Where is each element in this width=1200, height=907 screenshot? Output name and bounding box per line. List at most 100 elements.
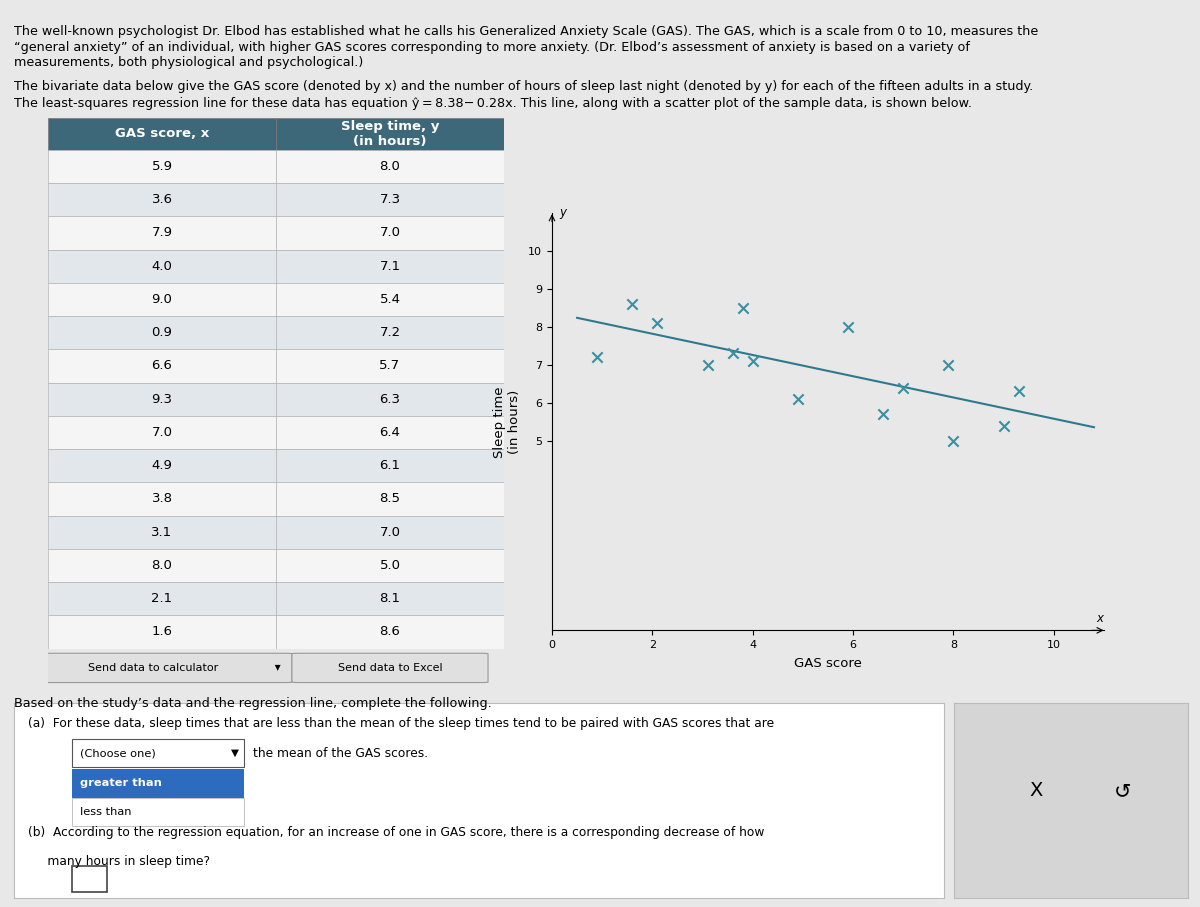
Bar — [276, 349, 504, 383]
Text: x: x — [1097, 611, 1104, 625]
Text: 8.0: 8.0 — [379, 160, 401, 173]
Bar — [276, 582, 504, 615]
Bar — [48, 249, 276, 283]
Text: 8.0: 8.0 — [151, 559, 173, 572]
Point — [733, 301, 752, 316]
Text: 7.3: 7.3 — [379, 193, 401, 206]
Text: 7.1: 7.1 — [379, 259, 401, 273]
Text: 4.0: 4.0 — [151, 259, 173, 273]
Point — [994, 418, 1013, 433]
Text: The bivariate data below give the GAS score (denoted by x) and the number of hou: The bivariate data below give the GAS sc… — [14, 80, 1033, 93]
Bar — [72, 739, 244, 767]
Text: less than: less than — [79, 806, 131, 816]
Text: 6.6: 6.6 — [151, 359, 173, 373]
Bar — [276, 150, 504, 183]
Text: 7.0: 7.0 — [151, 426, 173, 439]
Text: The least-squares regression line for these data has equation ŷ = 8.38− 0.28x. T: The least-squares regression line for th… — [14, 97, 972, 110]
Bar — [276, 549, 504, 582]
Text: 3.6: 3.6 — [151, 193, 173, 206]
Text: Based on the study’s data and the regression line, complete the following.: Based on the study’s data and the regres… — [14, 697, 492, 709]
Text: ▼: ▼ — [232, 748, 240, 758]
Point — [944, 434, 964, 448]
Text: Send data to calculator: Send data to calculator — [88, 662, 218, 673]
Bar — [276, 383, 504, 415]
FancyBboxPatch shape — [41, 653, 292, 683]
Bar — [48, 449, 276, 483]
Bar — [48, 316, 276, 349]
Bar — [72, 797, 244, 825]
Text: 0.9: 0.9 — [151, 327, 173, 339]
Bar — [48, 483, 276, 515]
Bar — [48, 615, 276, 649]
Text: 8.1: 8.1 — [379, 592, 401, 605]
Text: the mean of the GAS scores.: the mean of the GAS scores. — [253, 746, 428, 760]
Point — [588, 350, 607, 365]
Text: 7.9: 7.9 — [151, 227, 173, 239]
Point — [1009, 385, 1028, 399]
Bar — [276, 515, 504, 549]
Bar — [276, 283, 504, 316]
Point — [743, 354, 762, 368]
Text: y: y — [559, 206, 566, 219]
Point — [698, 357, 718, 372]
Bar — [276, 249, 504, 283]
Bar — [48, 582, 276, 615]
Bar — [48, 183, 276, 217]
Text: GAS score, x: GAS score, x — [115, 127, 209, 141]
Bar — [48, 383, 276, 415]
Point — [623, 297, 642, 311]
Text: 5.4: 5.4 — [379, 293, 401, 306]
Bar — [276, 415, 504, 449]
Bar — [276, 183, 504, 217]
Bar — [48, 515, 276, 549]
Text: 5.9: 5.9 — [151, 160, 173, 173]
X-axis label: GAS score: GAS score — [794, 657, 862, 670]
Text: 3.1: 3.1 — [151, 526, 173, 539]
Text: 5.0: 5.0 — [379, 559, 401, 572]
Y-axis label: Sleep time
(in hours): Sleep time (in hours) — [493, 386, 521, 457]
Bar — [276, 316, 504, 349]
Text: X: X — [1030, 781, 1043, 800]
Bar — [48, 415, 276, 449]
Text: “general anxiety” of an individual, with higher GAS scores corresponding to more: “general anxiety” of an individual, with… — [14, 41, 971, 54]
Text: 9.3: 9.3 — [151, 393, 173, 405]
Bar — [276, 449, 504, 483]
Point — [839, 319, 858, 334]
Point — [788, 392, 808, 406]
Text: greater than: greater than — [79, 778, 161, 788]
Text: 5.7: 5.7 — [379, 359, 401, 373]
Text: 6.3: 6.3 — [379, 393, 401, 405]
Text: The well-known psychologist Dr. Elbod has established what he calls his Generali: The well-known psychologist Dr. Elbod ha… — [14, 25, 1039, 38]
Bar — [48, 349, 276, 383]
Text: 8.6: 8.6 — [379, 626, 401, 639]
Text: many hours in sleep time?: many hours in sleep time? — [29, 855, 210, 868]
Text: (Choose one): (Choose one) — [79, 748, 155, 758]
Text: 3.8: 3.8 — [151, 493, 173, 505]
Bar — [276, 118, 504, 150]
Bar — [48, 217, 276, 249]
Text: ▾: ▾ — [271, 661, 281, 674]
FancyBboxPatch shape — [292, 653, 488, 683]
Text: Send data to Excel: Send data to Excel — [337, 662, 443, 673]
Bar — [72, 866, 108, 892]
Text: (a)  For these data, sleep times that are less than the mean of the sleep times : (a) For these data, sleep times that are… — [29, 717, 774, 729]
Text: Sleep time, y
(in hours): Sleep time, y (in hours) — [341, 120, 439, 148]
Bar — [48, 283, 276, 316]
Point — [648, 316, 667, 330]
Bar — [48, 118, 276, 150]
Point — [938, 357, 958, 372]
Text: 6.1: 6.1 — [379, 459, 401, 473]
Bar — [48, 150, 276, 183]
Text: measurements, both physiological and psychological.): measurements, both physiological and psy… — [14, 56, 364, 69]
Bar — [72, 769, 244, 797]
Text: 8.5: 8.5 — [379, 493, 401, 505]
Text: 7.0: 7.0 — [379, 526, 401, 539]
Text: 2.1: 2.1 — [151, 592, 173, 605]
Point — [874, 407, 893, 422]
Point — [724, 346, 743, 361]
Text: 7.0: 7.0 — [379, 227, 401, 239]
Text: 6.4: 6.4 — [379, 426, 401, 439]
Bar — [48, 549, 276, 582]
Bar — [276, 483, 504, 515]
Text: ↺: ↺ — [1114, 781, 1132, 801]
